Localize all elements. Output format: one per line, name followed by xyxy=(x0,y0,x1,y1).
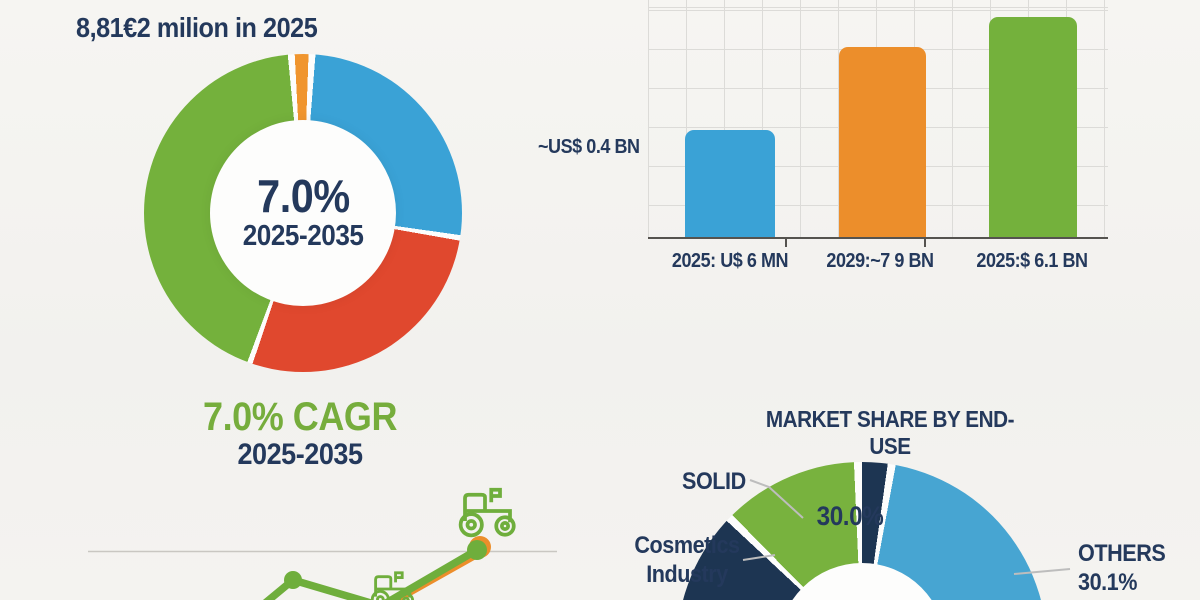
growth-donut-center-period: 2025-2035 xyxy=(242,219,364,252)
end-use-label-cosmetics: Cosmetics Industry xyxy=(634,531,740,590)
bar-category-label: 2025:$ 6.1 BN xyxy=(976,250,1088,272)
tractor-icon xyxy=(458,487,516,538)
growth-donut-center: 7.0% 2025-2035 xyxy=(210,120,396,306)
tractor-icon xyxy=(370,571,415,600)
bar-2035 xyxy=(989,16,1077,237)
green-data-point xyxy=(284,571,302,589)
end-use-donut-center xyxy=(778,563,946,600)
bar-category-label: 2029:~7 9 BN xyxy=(826,250,934,272)
end-use-label-cosmetics-line1: Cosmetics xyxy=(634,532,740,559)
cagr-caption: 7.0% CAGR 2025-2035 xyxy=(120,396,480,473)
end-use-value-solid: 30.0% xyxy=(816,501,884,531)
trend-line-chart xyxy=(88,487,557,600)
bar-chart-value-label: ~US$ 0.4 BN xyxy=(538,136,640,158)
end-use-label-solid: SOLID xyxy=(682,468,746,495)
cagr-value: 7.0% CAGR xyxy=(202,395,398,439)
bar-category-label: 2025: U$ 6 MN xyxy=(671,250,789,272)
market-value-heading: 8,81€2 milion in 2025 xyxy=(76,12,318,43)
end-use-chart-title: MARKET SHARE BY END-USE xyxy=(765,406,1015,459)
bar-2029 xyxy=(839,47,926,237)
forecast-bar-chart xyxy=(648,0,1108,247)
end-use-label-others: OTHERS 30.1% xyxy=(1078,539,1166,598)
end-use-label-others-line1: OTHERS xyxy=(1078,540,1166,567)
bar-chart-category-labels: 2025: U$ 6 MN 2029:~7 9 BN 2025:$ 6.1 BN xyxy=(648,250,1108,280)
green-trend-line xyxy=(262,546,481,600)
x-axis-tick xyxy=(924,239,926,247)
bar-2025 xyxy=(685,130,775,237)
growth-donut-chart: 7.0% 2025-2035 xyxy=(144,54,462,372)
growth-donut-center-value: 7.0% xyxy=(256,169,350,222)
x-axis-tick xyxy=(785,239,787,247)
end-use-label-others-line2: 30.1% xyxy=(1078,569,1138,597)
cagr-period: 2025-2035 xyxy=(237,438,363,471)
green-data-point xyxy=(467,540,487,560)
end-use-label-cosmetics-line2: Industry xyxy=(646,561,728,589)
